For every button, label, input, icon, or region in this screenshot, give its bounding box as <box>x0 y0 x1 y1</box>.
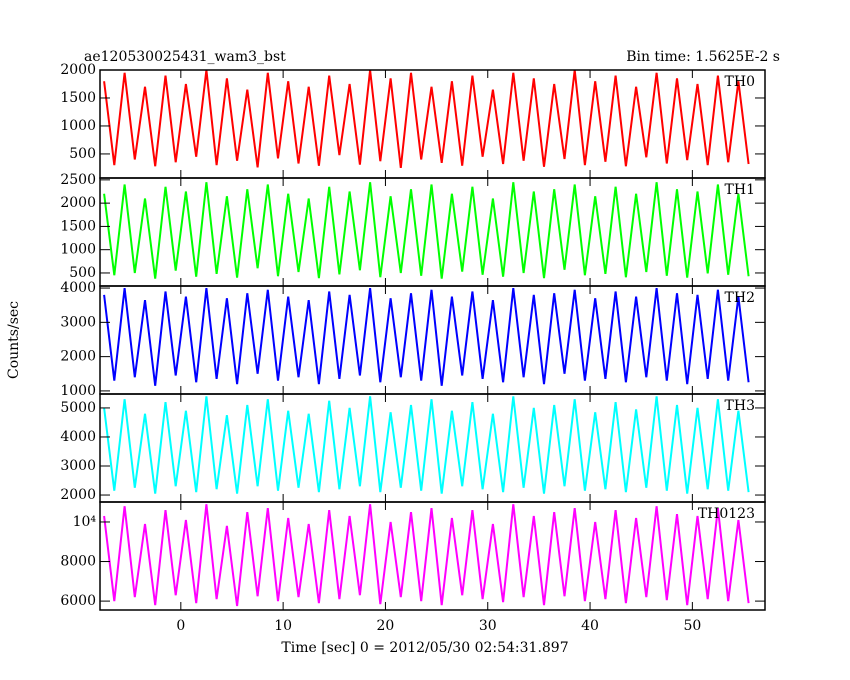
y-tick-label: 1000 <box>60 383 96 399</box>
y-tick-label: 8000 <box>60 554 96 570</box>
y-tick-label: 1000 <box>60 118 96 134</box>
x-tick-label: 30 <box>479 618 497 634</box>
data-line <box>103 396 750 494</box>
y-tick-label: 4000 <box>60 429 96 445</box>
data-line <box>103 69 750 169</box>
y-tick-label: 2500 <box>60 172 96 188</box>
data-line <box>103 182 750 279</box>
y-tick-label: 3000 <box>60 314 96 330</box>
y-tick-label: 500 <box>69 265 96 281</box>
data-line <box>103 287 750 386</box>
x-tick-label: 20 <box>377 618 395 634</box>
x-tick-label: 10 <box>274 618 292 634</box>
x-axis-label: Time [sec] 0 = 2012/05/30 02:54:31.897 <box>281 640 568 656</box>
y-axis-label: Counts/sec <box>6 301 22 379</box>
series-label: TH1 <box>725 182 755 198</box>
series-label: TH0123 <box>698 506 755 522</box>
series-label: TH2 <box>725 290 755 306</box>
y-tick-label: 1500 <box>60 218 96 234</box>
x-tick-label: 50 <box>683 618 701 634</box>
data-line <box>103 504 750 607</box>
y-tick-label: 4000 <box>60 280 96 296</box>
y-tick-label: 10⁴ <box>73 514 97 530</box>
y-tick-label: 2000 <box>60 195 96 211</box>
y-tick-label: 1000 <box>60 242 96 258</box>
y-tick-label: 3000 <box>60 458 96 474</box>
series-label: TH3 <box>725 398 755 414</box>
series-label: TH0 <box>725 74 755 90</box>
x-tick-label: 0 <box>176 618 185 634</box>
y-tick-label: 5000 <box>60 400 96 416</box>
y-tick-label: 2000 <box>60 62 96 78</box>
y-tick-label: 500 <box>69 146 96 162</box>
y-tick-label: 2000 <box>60 349 96 365</box>
y-tick-label: 1500 <box>60 90 96 106</box>
x-tick-label: 40 <box>581 618 599 634</box>
y-tick-label: 2000 <box>60 487 96 503</box>
chart-subtitle: Bin time: 1.5625E-2 s <box>626 49 780 65</box>
y-tick-label: 6000 <box>60 593 96 609</box>
panel-frame <box>99 501 766 611</box>
chart-title: ae120530025431_wam3_bst <box>84 49 286 65</box>
